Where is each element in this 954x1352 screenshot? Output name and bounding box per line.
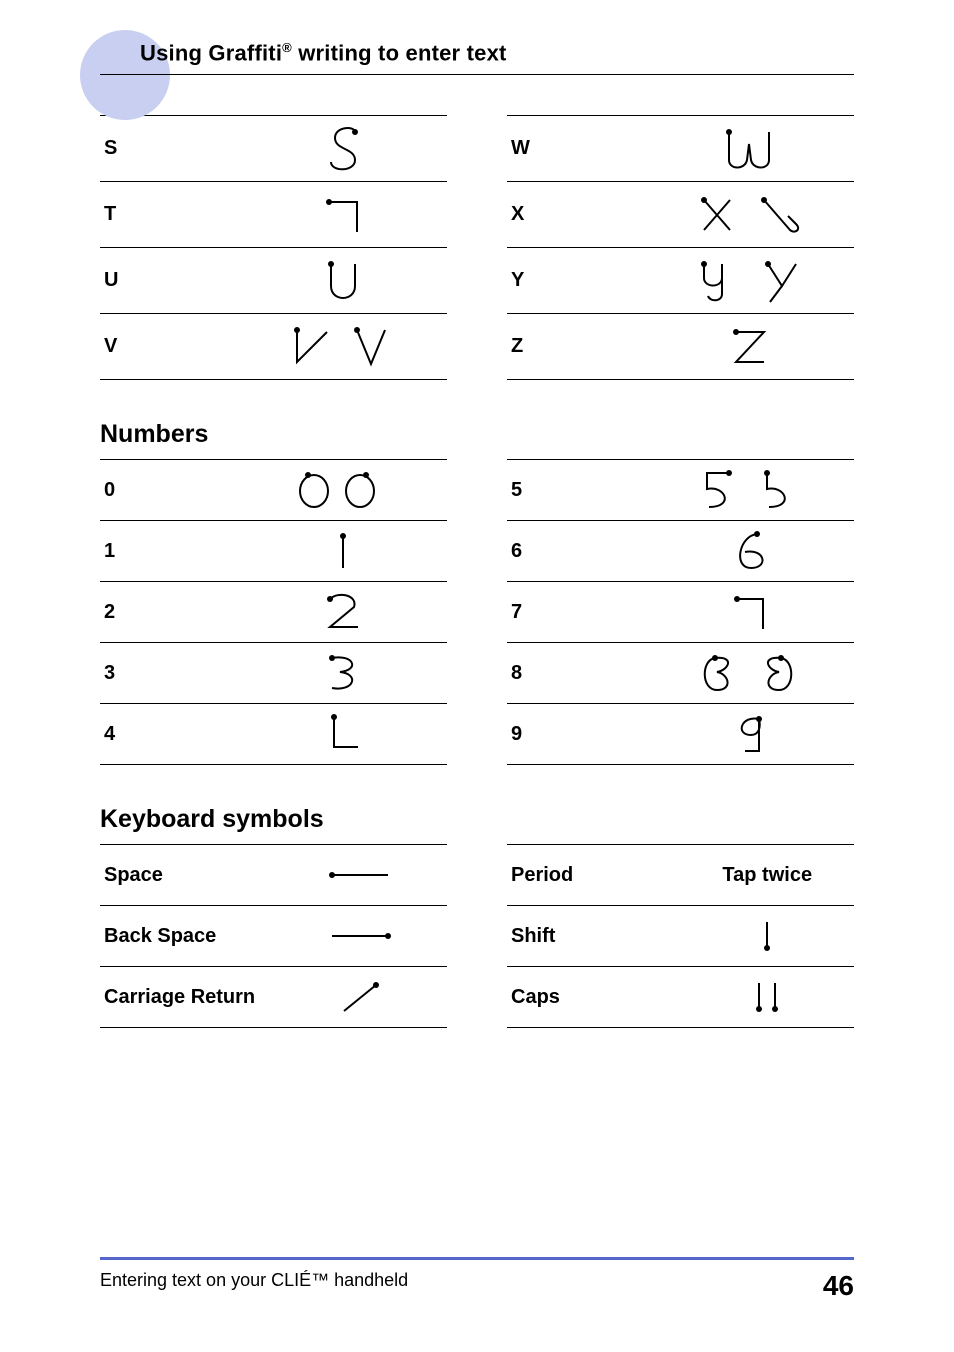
table-row: U [100,248,447,314]
number-glyph-4 [239,704,447,765]
keyboard-glyph-caps [681,967,855,1028]
page-header: Using Graffiti® writing to enter text [100,40,854,66]
number-label: 9 [507,704,646,765]
keyboard-label: Shift [507,906,681,967]
keyboard-label: Caps [507,967,681,1028]
keyboard-columns: Space Back Space [100,844,854,1028]
footer-rule [100,1257,854,1260]
numbers-right-table: 5 6 [507,459,854,765]
numbers-section-title: Numbers [100,420,854,449]
number-glyph-3 [239,643,447,704]
letters-left-table: S T [100,115,447,380]
letter-label: S [100,116,239,182]
number-label: 0 [100,460,239,521]
header-rule [100,74,854,75]
table-row: 5 [507,460,854,521]
table-row: 7 [507,582,854,643]
number-glyph-7 [646,582,854,643]
number-glyph-1 [239,521,447,582]
table-row: 4 [100,704,447,765]
number-label: 1 [100,521,239,582]
keyboard-glyph-shift [681,906,855,967]
table-row: W [507,116,854,182]
letter-glyph-s [239,116,447,182]
letter-label: V [100,314,239,380]
footer-page-number: 46 [823,1270,854,1302]
table-row: Shift [507,906,854,967]
page-footer: Entering text on your CLIÉ™ handheld 46 [100,1257,854,1302]
table-row: S [100,116,447,182]
number-glyph-5 [646,460,854,521]
letter-label: T [100,182,239,248]
number-glyph-8 [646,643,854,704]
table-row: V [100,314,447,380]
number-label: 3 [100,643,239,704]
table-row: 1 [100,521,447,582]
table-row: Period Tap twice [507,845,854,906]
keyboard-section-title: Keyboard symbols [100,805,854,834]
letter-glyph-t [239,182,447,248]
letter-label: W [507,116,646,182]
number-glyph-6 [646,521,854,582]
keyboard-label: Period [507,845,681,906]
number-glyph-9 [646,704,854,765]
table-row: 9 [507,704,854,765]
keyboard-label: Carriage Return [100,967,274,1028]
header-prefix: Using Graffiti [140,40,282,65]
numbers-left-table: 0 1 [100,459,447,765]
table-row: Space [100,845,447,906]
letter-glyph-x [646,182,854,248]
letter-label: Z [507,314,646,380]
keyboard-left-table: Space Back Space [100,844,447,1028]
header-suffix: writing to enter text [292,40,507,65]
number-label: 4 [100,704,239,765]
number-label: 2 [100,582,239,643]
keyboard-right-table: Period Tap twice Shift Caps [507,844,854,1028]
letter-label: Y [507,248,646,314]
numbers-columns: 0 1 [100,459,854,765]
header-sup: ® [282,40,292,55]
table-row: 8 [507,643,854,704]
letter-glyph-v [239,314,447,380]
number-label: 5 [507,460,646,521]
number-label: 8 [507,643,646,704]
keyboard-label: Space [100,845,274,906]
keyboard-label: Back Space [100,906,274,967]
number-label: 7 [507,582,646,643]
table-row: 2 [100,582,447,643]
table-row: 6 [507,521,854,582]
keyboard-instruction: Tap twice [681,845,855,906]
letter-glyph-w [646,116,854,182]
letters-right-table: W X [507,115,854,380]
table-row: Y [507,248,854,314]
letter-glyph-z [646,314,854,380]
keyboard-glyph-space [274,845,448,906]
letter-label: U [100,248,239,314]
number-glyph-2 [239,582,447,643]
table-row: T [100,182,447,248]
table-row: Caps [507,967,854,1028]
number-glyph-0 [239,460,447,521]
number-label: 6 [507,521,646,582]
letter-glyph-y [646,248,854,314]
letters-columns: S T [100,115,854,380]
letter-glyph-u [239,248,447,314]
footer-text: Entering text on your CLIÉ™ handheld [100,1270,408,1302]
table-row: X [507,182,854,248]
table-row: Back Space [100,906,447,967]
keyboard-glyph-backspace [274,906,448,967]
table-row: Carriage Return [100,967,447,1028]
table-row: Z [507,314,854,380]
table-row: 0 [100,460,447,521]
letter-label: X [507,182,646,248]
table-row: 3 [100,643,447,704]
keyboard-glyph-return [274,967,448,1028]
